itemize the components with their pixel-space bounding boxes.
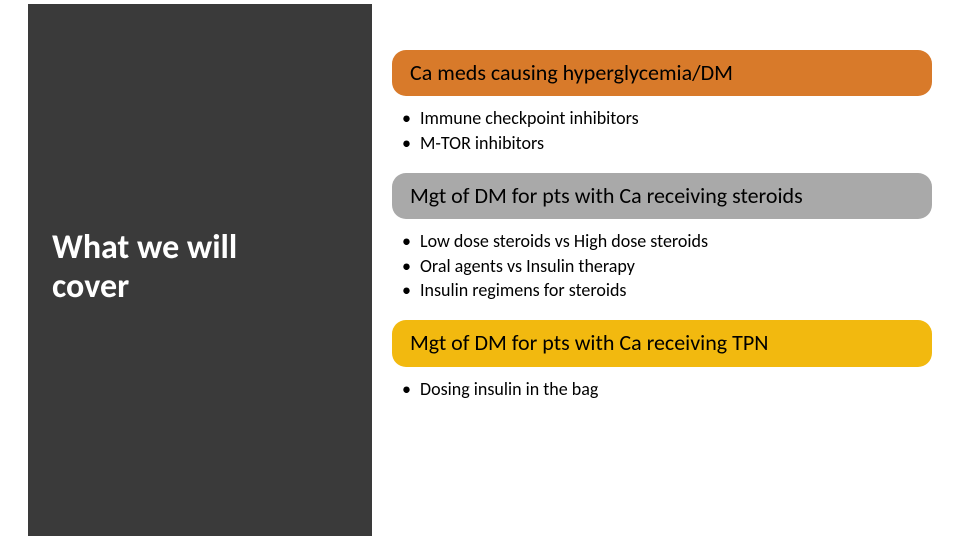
section-2: Mgt of DM for pts with Ca receiving ster… [392,173,932,312]
section-3: Mgt of DM for pts with Ca receiving TPN … [392,320,932,411]
list-item: Low dose steroids vs High dose steroids [420,229,928,253]
list-item: Dosing insulin in the bag [420,377,928,401]
list-item: Insulin regimens for steroids [420,278,928,302]
title-line-2: cover [52,266,129,307]
section-2-header: Mgt of DM for pts with Ca receiving ster… [392,173,932,219]
section-1-bullets: Immune checkpoint inhibitors M-TOR inhib… [392,96,932,165]
title-line-1: What we will [52,227,237,268]
content-area: Ca meds causing hyperglycemia/DM Immune … [392,50,932,419]
section-1: Ca meds causing hyperglycemia/DM Immune … [392,50,932,165]
list-item: Oral agents vs Insulin therapy [420,254,928,278]
slide: What we will cover Ca meds causing hyper… [0,0,960,540]
list-item: M-TOR inhibitors [420,131,928,155]
list-item: Immune checkpoint inhibitors [420,106,928,130]
sidebar-panel: What we will cover [28,4,372,536]
section-3-header: Mgt of DM for pts with Ca receiving TPN [392,320,932,366]
section-1-header: Ca meds causing hyperglycemia/DM [392,50,932,96]
section-2-bullets: Low dose steroids vs High dose steroids … [392,219,932,312]
section-3-bullets: Dosing insulin in the bag [392,367,932,411]
slide-title: What we will cover [52,228,237,306]
